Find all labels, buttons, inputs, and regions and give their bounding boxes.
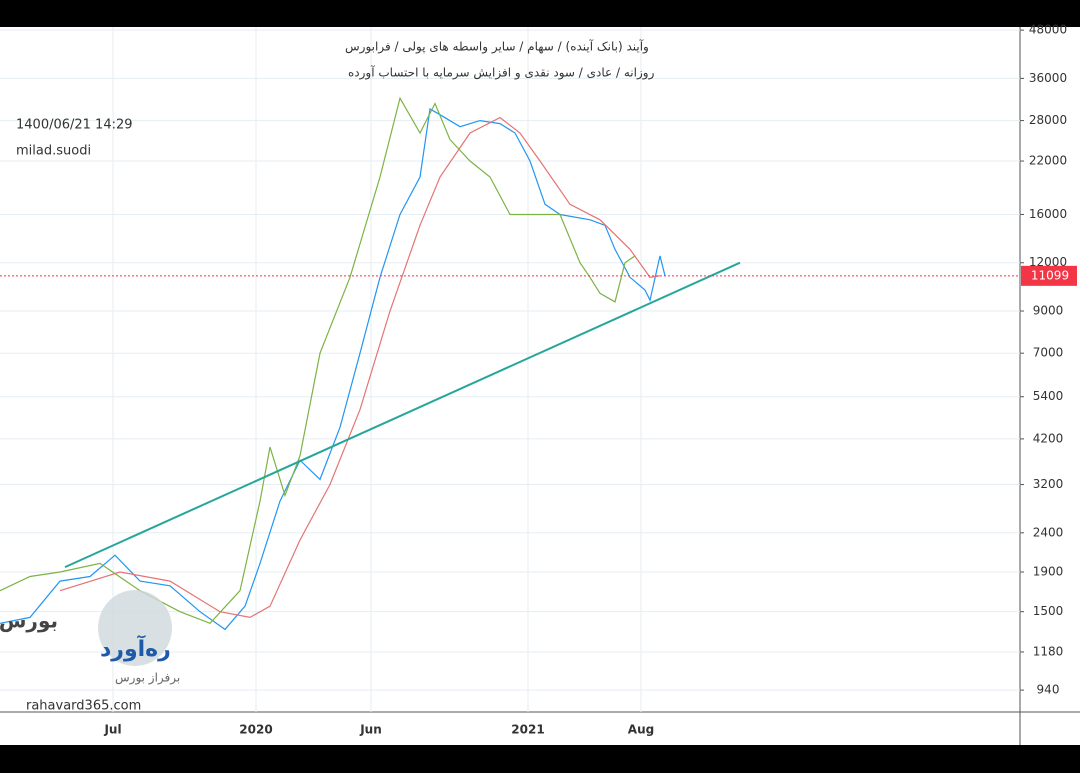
logo-text: برفراز بورس: [115, 671, 180, 686]
trend-line: [64, 261, 741, 569]
price-line: [0, 108, 666, 631]
y-tick-label: 1500: [1033, 604, 1064, 618]
y-tick-label: 1900: [1033, 565, 1064, 579]
x-tick-label: Jun: [359, 723, 382, 737]
y-tick-label: 22000: [1029, 154, 1067, 168]
y-tick-label: 2400: [1033, 525, 1064, 539]
chart-title: وآیند (بانک آینده) / سهام / سایر واسطه ه…: [345, 39, 649, 55]
y-tick-label: 28000: [1029, 113, 1067, 127]
y-tick-label: 1180: [1033, 644, 1064, 658]
x-tick-label: 2021: [511, 723, 544, 737]
y-tick-label: 7000: [1033, 346, 1064, 360]
x-tick-label: 2020: [239, 723, 272, 737]
logo-text: ره‌آورد: [100, 634, 171, 662]
y-tick-label: 12000: [1029, 255, 1067, 269]
chart-background: [0, 27, 1080, 745]
timestamp: 1400/06/21 14:29: [16, 118, 133, 133]
y-tick-label: 940: [1037, 683, 1060, 697]
y-tick-label: 4200: [1033, 431, 1064, 445]
watermark: rahavard365.com: [26, 699, 141, 714]
y-tick-label: 5400: [1033, 389, 1064, 403]
author: milad.suodi: [16, 144, 91, 159]
chart-subtitle: روزانه / عادی / سود نقدی و افزایش سرمایه…: [348, 65, 655, 81]
price-line: [59, 116, 661, 619]
logo-text: بورس: [0, 609, 58, 633]
price-line: [0, 96, 636, 625]
last-price-label-bg: [1021, 265, 1077, 286]
x-tick-label: Aug: [628, 723, 654, 737]
y-tick-label: 3200: [1033, 477, 1064, 491]
logo-balloon: [98, 590, 172, 666]
last-price-label: 11099: [1031, 268, 1069, 282]
y-tick-label: 48000: [1029, 23, 1067, 37]
y-tick-label: 16000: [1029, 207, 1067, 221]
y-tick-label: 36000: [1029, 71, 1067, 85]
x-tick-label: Jul: [103, 723, 121, 737]
y-tick-label: 9000: [1033, 304, 1064, 318]
